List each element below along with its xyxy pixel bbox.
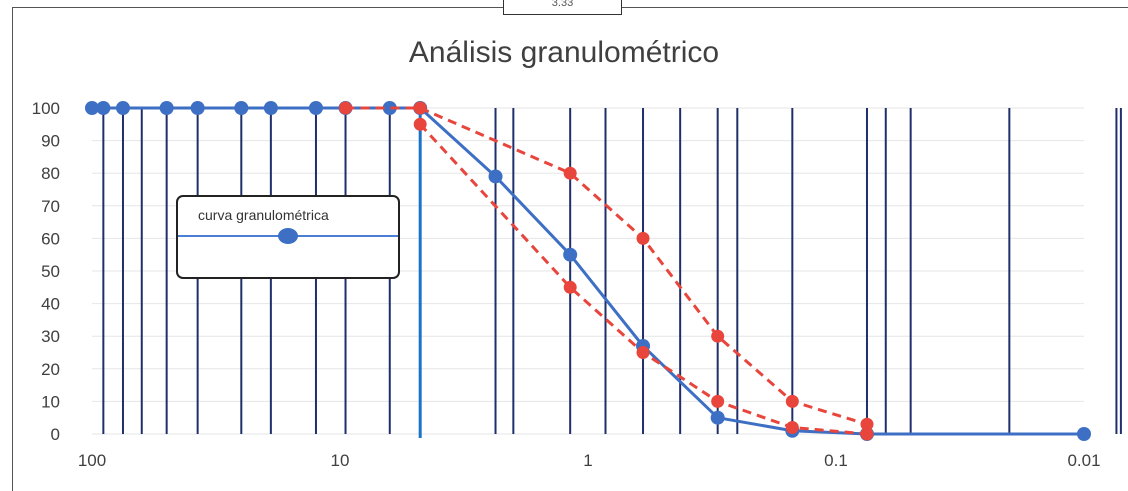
gradation-point <box>96 101 111 115</box>
legend-marker-swatch <box>278 228 298 244</box>
y-tick-label: 50 <box>41 262 60 281</box>
y-tick-label: 20 <box>41 360 60 379</box>
x-tick-label: 10 <box>331 451 350 470</box>
gradation-point <box>382 101 397 115</box>
gradation-point <box>159 101 174 115</box>
limit-point <box>563 166 577 180</box>
y-tick-label: 60 <box>41 229 60 248</box>
y-tick-label: 100 <box>32 99 60 118</box>
limit-point <box>711 329 725 343</box>
limit-point <box>711 394 725 408</box>
limit-point <box>860 427 874 441</box>
y-tick-label: 10 <box>41 392 60 411</box>
y-tick-label: 90 <box>41 132 60 151</box>
gradation-point <box>308 101 323 115</box>
limit-point <box>339 101 353 115</box>
gradation-point <box>115 101 130 115</box>
y-tick-label: 80 <box>41 164 60 183</box>
gradation-point <box>710 410 725 425</box>
limit-point <box>785 420 799 434</box>
chart-title: Análisis granulométrico <box>408 36 720 69</box>
y-tick-label: 40 <box>41 295 60 314</box>
gradation-point <box>563 247 578 262</box>
limit-point <box>413 101 427 115</box>
x-tick-label: 100 <box>78 451 106 470</box>
limit-point <box>636 346 650 359</box>
x-tick-label: 0.1 <box>824 451 848 470</box>
limit-point <box>563 280 577 294</box>
gradation-point <box>190 101 205 115</box>
limit-curve-line <box>419 123 868 436</box>
gradation-point <box>488 169 503 184</box>
x-tick-label: 0.01 <box>1067 451 1100 470</box>
legend: curva granulométrica <box>176 195 400 279</box>
header-tag-box: 3.33 <box>503 0 622 15</box>
y-tick-label: 0 <box>51 425 60 444</box>
gradation-point <box>263 101 278 115</box>
y-tick-label: 30 <box>41 327 60 346</box>
limit-point <box>413 117 427 131</box>
limit-point <box>785 394 799 408</box>
limit-point <box>636 231 650 245</box>
gradation-point <box>234 101 249 115</box>
gradation-point <box>1077 427 1091 441</box>
legend-label: curva granulométrica <box>198 207 329 223</box>
limit-point <box>860 417 874 431</box>
gradation-point <box>85 101 99 115</box>
x-tick-label: 1 <box>583 451 592 470</box>
y-tick-label: 70 <box>41 197 60 216</box>
frame-left-line <box>12 7 13 491</box>
